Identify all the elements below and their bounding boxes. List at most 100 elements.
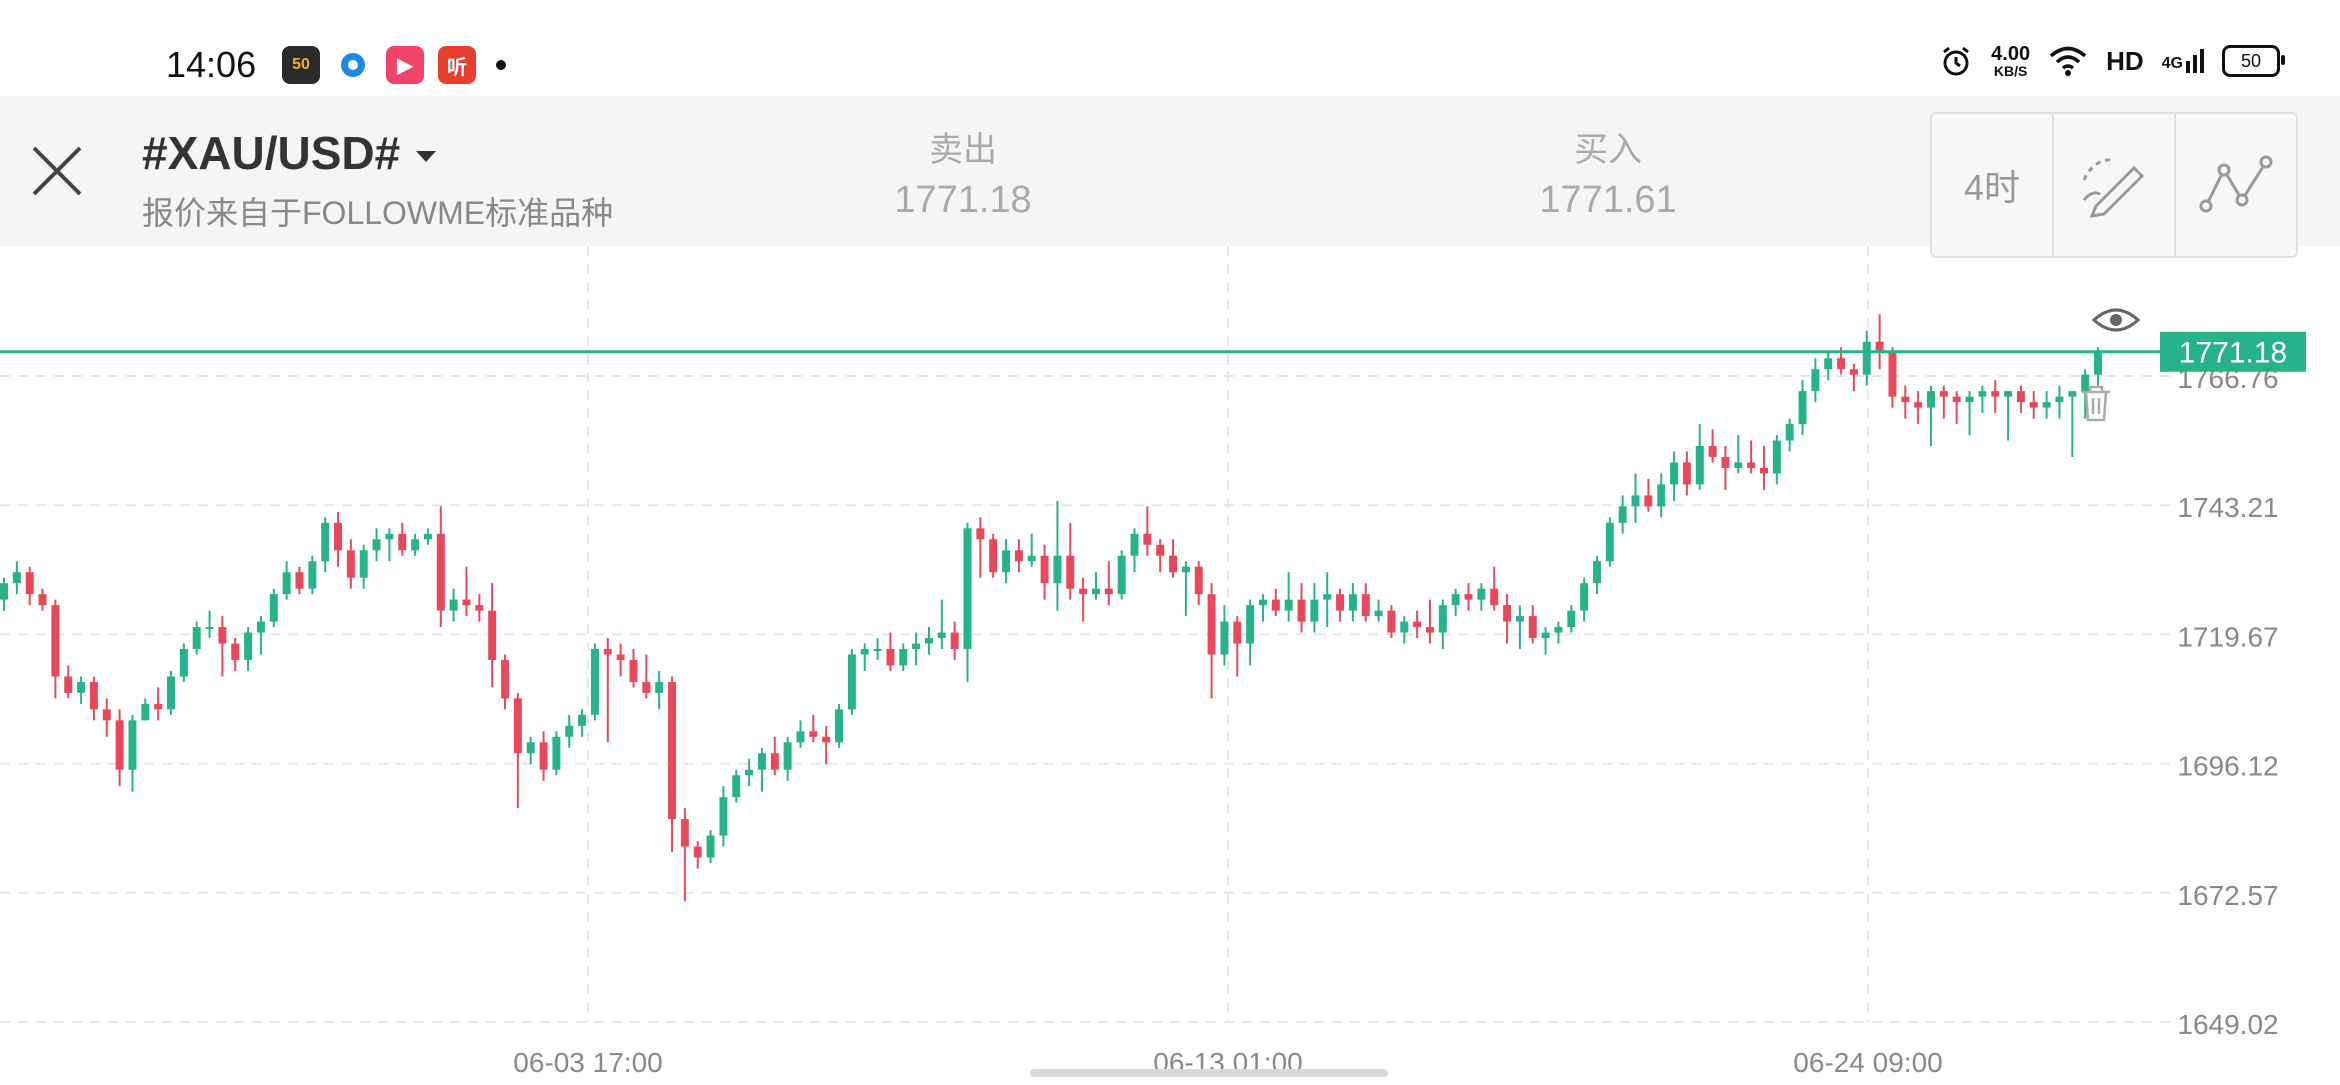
buy-price: 1771.61 (1539, 179, 1677, 221)
candle-down (1156, 544, 1165, 556)
candle-up (1824, 358, 1833, 370)
candle-down (629, 659, 638, 682)
candle-down (603, 649, 612, 655)
candle-up (796, 731, 805, 743)
current-price-badge (2160, 331, 2306, 372)
candle-down (218, 627, 227, 644)
candle-down (668, 681, 677, 820)
candle-up (1785, 424, 1794, 441)
home-indicator[interactable] (1030, 1069, 1388, 1077)
candle-up (1258, 599, 1267, 606)
candle-up (423, 533, 432, 540)
candle-down (1040, 555, 1049, 584)
candle-up (1605, 522, 1614, 562)
candle-up (732, 775, 741, 798)
wifi-icon (2049, 46, 2087, 76)
sell-price: 1771.18 (894, 179, 1032, 221)
candle-up (1618, 506, 1627, 523)
candle-down (1682, 462, 1691, 485)
candle-up (1348, 594, 1357, 611)
candle-down (809, 731, 818, 737)
candle-up (385, 533, 394, 540)
candle-down (475, 605, 484, 611)
candle-up (12, 572, 21, 584)
candle-up (372, 539, 381, 551)
candle-down (1721, 456, 1730, 468)
candle-up (847, 654, 856, 710)
trash-icon[interactable] (2082, 385, 2110, 422)
candle-up (1592, 561, 1601, 584)
candle-up (1772, 440, 1781, 474)
chart-canvas[interactable]: 1766.761743.211719.671696.121672.571649.… (0, 246, 2340, 1080)
candle-up (578, 714, 587, 726)
candle-up (706, 835, 715, 858)
candle-down (976, 528, 985, 540)
candle-up (899, 649, 908, 666)
timeframe-button[interactable]: 4时 (1932, 114, 2054, 256)
candle-down (1760, 467, 1768, 474)
candlestick-chart[interactable]: 1766.76 1743.21 1719.67 1696.12 1672.57 1649.… (0, 246, 2340, 1080)
candle-up (192, 627, 201, 650)
signal-4g-icon: 4G (2162, 49, 2204, 73)
eye-icon[interactable] (2091, 308, 2141, 332)
candle-down (989, 539, 998, 573)
candle-down (1528, 616, 1537, 639)
more-notifications-dot (496, 60, 506, 70)
candle-up (1002, 550, 1011, 573)
symbol-name: #XAU/USD# (142, 127, 401, 179)
candle-down (154, 703, 163, 710)
candle-down (1849, 369, 1858, 375)
candle-down (398, 533, 407, 551)
candle-down (1708, 446, 1717, 457)
candle-up (2055, 396, 2064, 403)
candle-up (321, 522, 330, 562)
candle-up (655, 681, 664, 693)
candle-down (1888, 352, 1897, 397)
candle-down (1644, 495, 1653, 507)
browser-app-icon (334, 46, 372, 84)
candle-up (2042, 402, 2051, 408)
candle-up (1451, 594, 1460, 606)
candle-up (2004, 391, 2013, 397)
draw-tool-button[interactable] (2054, 114, 2176, 256)
candle-up (359, 550, 368, 578)
candle-up (1811, 369, 1820, 392)
candle-down (1079, 588, 1088, 595)
candle-down (1194, 566, 1203, 595)
candle-down (51, 605, 60, 677)
close-icon[interactable] (22, 136, 92, 206)
candle-up (2068, 391, 2077, 397)
candle-up (1541, 632, 1550, 639)
candle-up (179, 649, 188, 677)
sell-quote[interactable]: 卖出 1771.18 (843, 122, 1083, 222)
candle-down (642, 681, 651, 693)
candle-down (2029, 402, 2038, 408)
candle-up (1027, 555, 1036, 562)
indicator-button[interactable] (2176, 114, 2296, 256)
candle-up (1567, 610, 1576, 628)
candle-down (1361, 594, 1370, 617)
candle-down (616, 654, 625, 660)
hd-indicator: HD (2106, 45, 2144, 76)
candle-up (1091, 588, 1100, 595)
candle-up (1053, 555, 1062, 584)
candle-down (1939, 391, 1948, 397)
symbol-selector[interactable]: #XAU/USD# (142, 126, 437, 180)
candle-up (757, 753, 766, 770)
buy-quote[interactable]: 买入 1771.61 (1488, 122, 1728, 222)
sell-label: 卖出 (929, 131, 997, 169)
candle-up (1631, 495, 1640, 507)
current-price-label: 1771.18 (2179, 337, 2287, 370)
candle-down (295, 572, 304, 589)
candle-up (783, 742, 792, 770)
candle-down (436, 533, 445, 611)
alarm-icon (1943, 46, 1970, 76)
candle-up (282, 572, 291, 595)
candle-up (1477, 588, 1486, 600)
candle-up (1246, 605, 1255, 644)
candle-up (1515, 616, 1524, 622)
candle-down (1503, 605, 1512, 622)
candle-down (25, 572, 34, 595)
candle-down (89, 681, 98, 710)
candle-up (565, 725, 574, 737)
